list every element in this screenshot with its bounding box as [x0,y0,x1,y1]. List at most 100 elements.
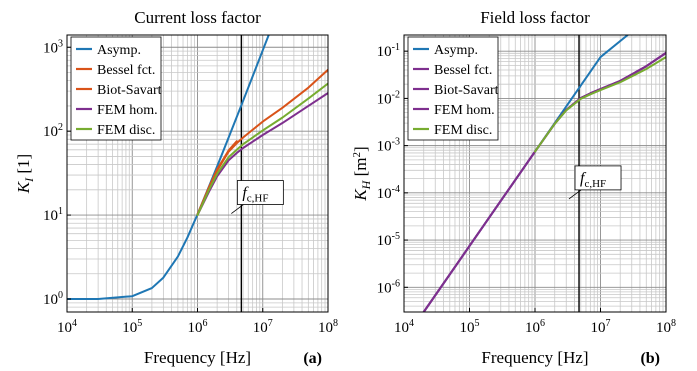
legend: Asymp. Bessel fct. Biot-Savart FEM hom. FEM … [70,36,162,141]
y-tick-label: 10-4 [377,184,400,202]
series-line-fem-hom [196,92,328,217]
cutoff-subscript: c,HF [584,178,606,190]
x-axis-label: Frequency [Hz] [481,348,588,367]
panel-label: (a) [303,350,322,367]
y-tick-base: 10 [377,186,392,202]
cutoff-callout-label: fc,HF [242,185,268,205]
y-tick-exponent: -6 [392,278,400,289]
y-tick-exponent: 2 [58,122,63,133]
y-tick-base: 10 [377,280,392,296]
y-tick-exponent: 0 [58,290,63,301]
panel-label: (b) [640,350,660,367]
y-tick-label: 10-1 [377,42,400,60]
y-tick-base: 10 [43,292,58,308]
x-tick-exponent: 8 [333,318,338,329]
x-tick-base: 10 [460,320,475,336]
x-tick-label: 107 [253,318,273,336]
series-group [67,35,328,300]
y-tick-label: 101 [43,206,63,224]
legend-label: FEM disc. [97,123,155,138]
legend-label: FEM hom. [97,103,158,118]
y-tick-label: 10-6 [377,278,400,296]
x-tick-label: 105 [460,318,480,336]
chart-panel-b: 104 105 106 107 10810-610-510-410-310-210-1F… [351,8,676,367]
y-tick-exponent: 1 [58,206,63,217]
y-tick-base: 10 [43,124,58,140]
y-label-symbol: K [351,188,370,202]
y-tick-exponent: 3 [58,38,63,49]
x-tick-base: 10 [122,320,137,336]
cutoff-callout-box [574,165,622,191]
x-tick-exponent: 4 [72,318,77,329]
x-tick-label: 104 [57,318,77,336]
legend-label: Bessel fct. [97,63,155,78]
y-tick-exponent: -4 [392,184,400,195]
y-tick-base: 10 [377,91,392,107]
x-tick-base: 10 [591,320,606,336]
cutoff-callout-label: fc,HF [580,170,606,190]
y-tick-label: 10-5 [377,231,400,249]
y-tick-label: 100 [43,290,63,308]
legend-label: Bessel fct. [434,63,492,78]
y-tick-label: 103 [43,38,63,56]
cutoff-symbol: f [580,170,587,187]
y-tick-exponent: -1 [392,42,400,53]
y-tick-exponent: -3 [392,137,400,148]
legend: Asymp. Bessel fct. Biot-Savart FEM hom. FEM … [407,36,499,141]
x-tick-exponent: 8 [671,318,676,329]
x-tick-label: 108 [318,318,338,336]
x-tick-exponent: 6 [203,318,208,329]
cutoff-callout-leader [568,189,582,200]
series-line-fem-disc [534,56,666,153]
y-tick-exponent: -5 [392,231,400,242]
x-tick-exponent: 7 [268,318,273,329]
y-tick-exponent: -2 [392,89,400,100]
x-tick-base: 10 [318,320,333,336]
y-tick-base: 10 [377,139,392,155]
chart-title: Current loss factor [134,8,261,27]
y-label-symbol: K [14,180,33,194]
x-tick-label: 106 [525,318,545,336]
y-tick-label: 102 [43,122,63,140]
series-group [422,35,666,312]
cutoff-callout-box [236,180,284,205]
x-tick-label: 107 [591,318,611,336]
y-tick-base: 10 [43,208,58,224]
legend-label: FEM hom. [434,103,495,118]
legend-label: Biot-Savart [97,83,162,98]
x-tick-exponent: 4 [409,318,414,329]
x-tick-label: 108 [656,318,676,336]
y-tick-base: 10 [377,44,392,60]
y-tick-base: 10 [43,40,58,56]
cutoff-subscript: c,HF [247,193,269,205]
legend-label: FEM disc. [434,123,492,138]
series-line-fem-disc [196,82,328,217]
x-tick-base: 10 [57,320,72,336]
x-tick-base: 10 [253,320,268,336]
y-tick-label: 10-2 [377,89,400,107]
chart-title: Field loss factor [480,8,590,27]
y-label-subscript: H [359,179,373,190]
x-axis-label: Frequency [Hz] [144,348,251,367]
legend-label: Asymp. [434,43,478,58]
y-label-subscript: I [22,177,36,183]
cutoff-callout-leader [231,204,244,214]
x-tick-label: 104 [394,318,414,336]
x-tick-base: 10 [525,320,540,336]
x-tick-label: 106 [188,318,208,336]
y-axis-label: KH [m2] [351,146,373,201]
legend-label: Asymp. [97,43,141,58]
x-tick-exponent: 6 [540,318,545,329]
x-tick-base: 10 [656,320,671,336]
x-tick-base: 10 [188,320,203,336]
y-tick-base: 10 [377,233,392,249]
y-label-unit-sup: 2 [351,152,363,158]
cutoff-symbol: f [242,185,249,202]
y-label-unit-end: ] [351,146,370,152]
y-tick-label: 10-3 [377,137,400,155]
y-label-unit: [m [351,158,370,181]
x-tick-exponent: 7 [606,318,611,329]
legend-label: Biot-Savart [434,83,499,98]
